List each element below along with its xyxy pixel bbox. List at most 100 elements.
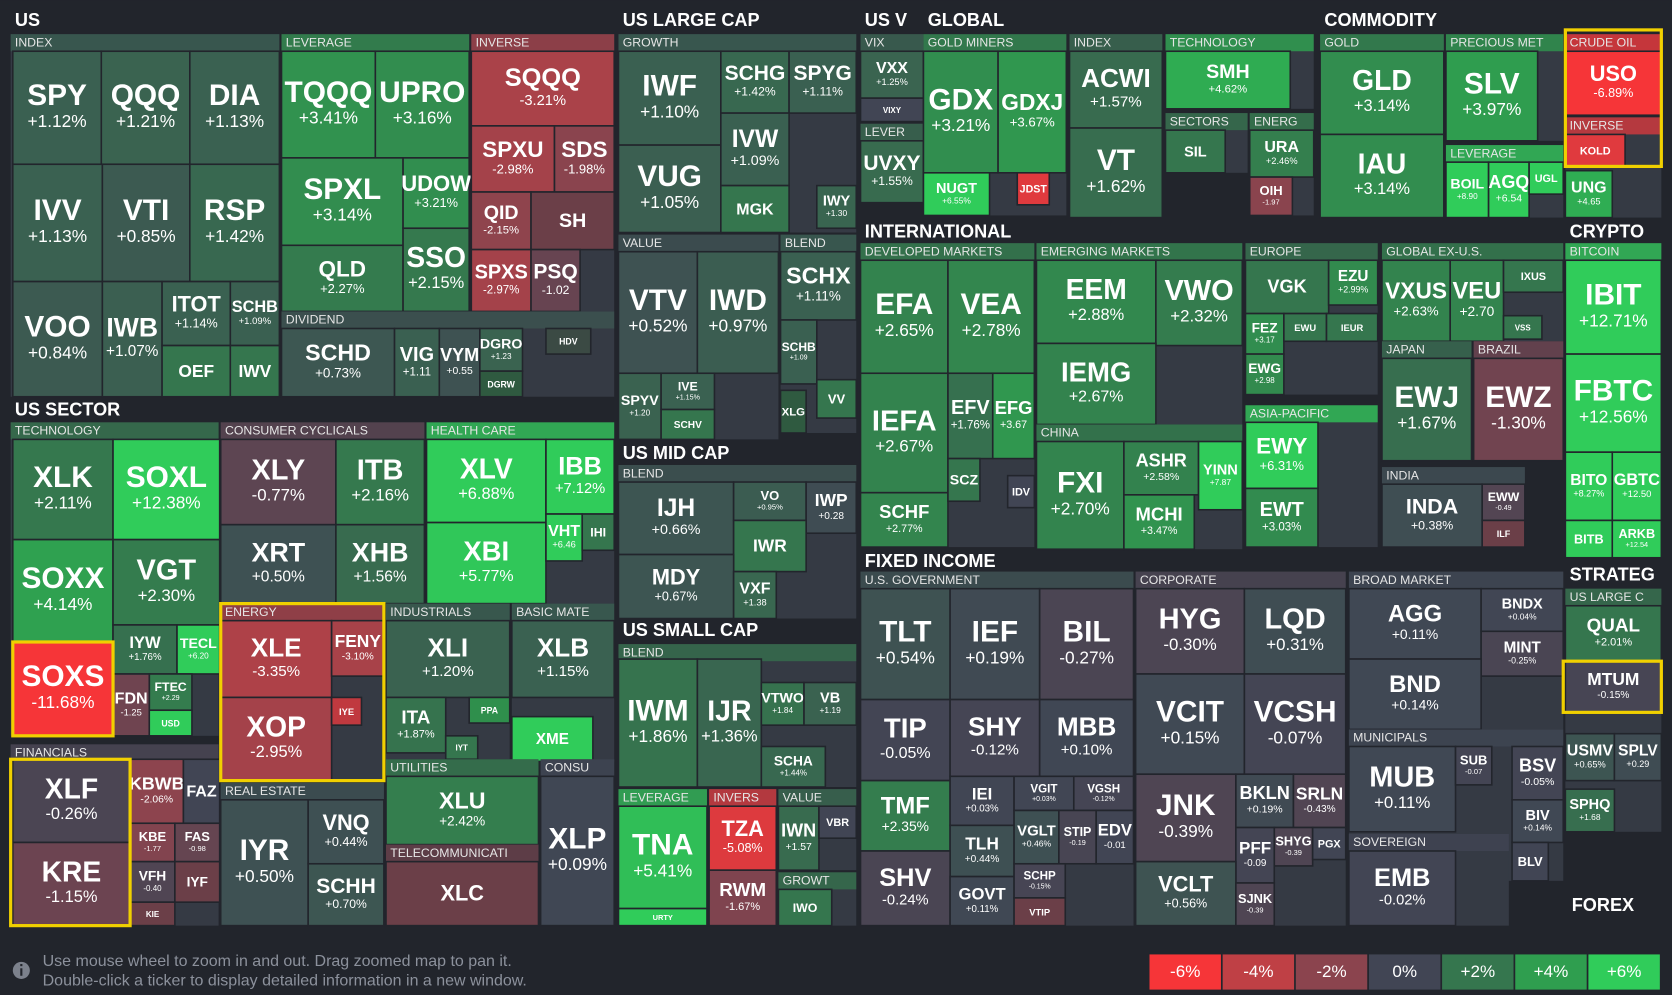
tile[interactable]: [1013, 809, 1060, 865]
tile[interactable]: [949, 775, 1015, 827]
tile[interactable]: [112, 673, 151, 737]
tile[interactable]: [385, 775, 540, 846]
tile[interactable]: [818, 805, 858, 839]
tile[interactable]: [1235, 882, 1276, 927]
tile[interactable]: [425, 521, 547, 605]
tile[interactable]: [1292, 773, 1347, 829]
tile[interactable]: [1325, 312, 1379, 343]
tile[interactable]: [777, 805, 820, 871]
tile[interactable]: [1481, 519, 1526, 548]
tile[interactable]: [1243, 587, 1347, 675]
tile[interactable]: [545, 438, 616, 515]
tile[interactable]: [530, 191, 616, 251]
tile[interactable]: [732, 481, 807, 522]
tile[interactable]: [479, 370, 524, 398]
tile[interactable]: [161, 344, 232, 398]
tile[interactable]: [174, 860, 221, 903]
tile[interactable]: [1164, 129, 1227, 174]
tile[interactable]: [1035, 259, 1157, 345]
tile[interactable]: [859, 491, 949, 548]
tile[interactable]: [777, 888, 833, 927]
tile[interactable]: [1480, 630, 1565, 677]
tile[interactable]: [385, 860, 540, 927]
tile[interactable]: [617, 805, 708, 910]
tile[interactable]: [859, 698, 951, 782]
tile[interactable]: [335, 438, 426, 526]
tile[interactable]: [1481, 483, 1526, 522]
tile[interactable]: [129, 822, 176, 863]
tile[interactable]: [1564, 451, 1614, 522]
tile[interactable]: [1348, 658, 1482, 731]
tile[interactable]: [374, 50, 470, 159]
tile[interactable]: [617, 372, 662, 441]
tile[interactable]: [470, 248, 532, 313]
tile[interactable]: [720, 112, 790, 187]
tile[interactable]: [1454, 745, 1493, 786]
tile[interactable]: [1564, 353, 1663, 453]
tile[interactable]: [947, 259, 1036, 375]
tile[interactable]: [1016, 172, 1051, 206]
tile[interactable]: [922, 172, 991, 217]
tile[interactable]: [708, 869, 778, 927]
tile[interactable]: [803, 681, 858, 726]
tile[interactable]: [229, 280, 281, 347]
tile[interactable]: [1068, 50, 1164, 129]
tile[interactable]: [280, 327, 396, 398]
tile[interactable]: [530, 248, 581, 313]
tile[interactable]: [11, 758, 131, 844]
tile[interactable]: [1123, 494, 1196, 551]
tile[interactable]: [219, 799, 309, 927]
tile[interactable]: [1244, 312, 1285, 355]
tile[interactable]: [1235, 773, 1295, 829]
tile[interactable]: [1472, 357, 1565, 462]
tile[interactable]: [1072, 775, 1135, 812]
tile[interactable]: [1564, 788, 1616, 833]
tile[interactable]: [617, 553, 735, 620]
tile[interactable]: [511, 715, 594, 763]
tile[interactable]: [720, 184, 790, 234]
tile[interactable]: [816, 184, 858, 230]
tile[interactable]: [1013, 897, 1067, 927]
tile[interactable]: [1013, 862, 1067, 899]
tile[interactable]: [1235, 826, 1276, 884]
tile[interactable]: [859, 259, 949, 375]
tile[interactable]: [1564, 169, 1614, 219]
tile[interactable]: [174, 822, 221, 863]
tile[interactable]: [1487, 161, 1530, 219]
tile[interactable]: [805, 481, 858, 535]
tile[interactable]: [553, 125, 616, 193]
tile[interactable]: [947, 457, 981, 503]
tile[interactable]: [280, 157, 404, 247]
tile[interactable]: [425, 438, 547, 524]
tile[interactable]: [1511, 841, 1550, 882]
tile[interactable]: [307, 862, 385, 927]
tile[interactable]: [1381, 357, 1473, 462]
tile[interactable]: [1319, 50, 1445, 136]
tile[interactable]: [859, 587, 951, 701]
tile[interactable]: [11, 280, 104, 398]
tile[interactable]: [1564, 259, 1663, 355]
tile[interactable]: [1164, 50, 1292, 110]
tile[interactable]: [1449, 259, 1505, 343]
tile[interactable]: [1613, 732, 1663, 782]
tile[interactable]: [779, 250, 858, 321]
tile[interactable]: [1243, 673, 1347, 776]
tile[interactable]: [1038, 587, 1135, 701]
tile[interactable]: [1445, 50, 1539, 142]
tile[interactable]: [402, 227, 470, 313]
tile[interactable]: [997, 50, 1068, 174]
tile[interactable]: [617, 144, 722, 234]
tile[interactable]: [219, 619, 333, 699]
tile[interactable]: [779, 389, 807, 434]
tile[interactable]: [1528, 161, 1565, 195]
tile[interactable]: [1611, 451, 1663, 522]
tile[interactable]: [1134, 587, 1246, 675]
tile[interactable]: [101, 280, 163, 398]
tile[interactable]: [148, 709, 193, 737]
tile[interactable]: [1381, 483, 1483, 548]
tile[interactable]: [1611, 519, 1663, 559]
tile[interactable]: [1348, 850, 1457, 927]
tile[interactable]: [385, 696, 447, 754]
tile[interactable]: [1068, 127, 1164, 219]
tile[interactable]: [511, 619, 616, 699]
